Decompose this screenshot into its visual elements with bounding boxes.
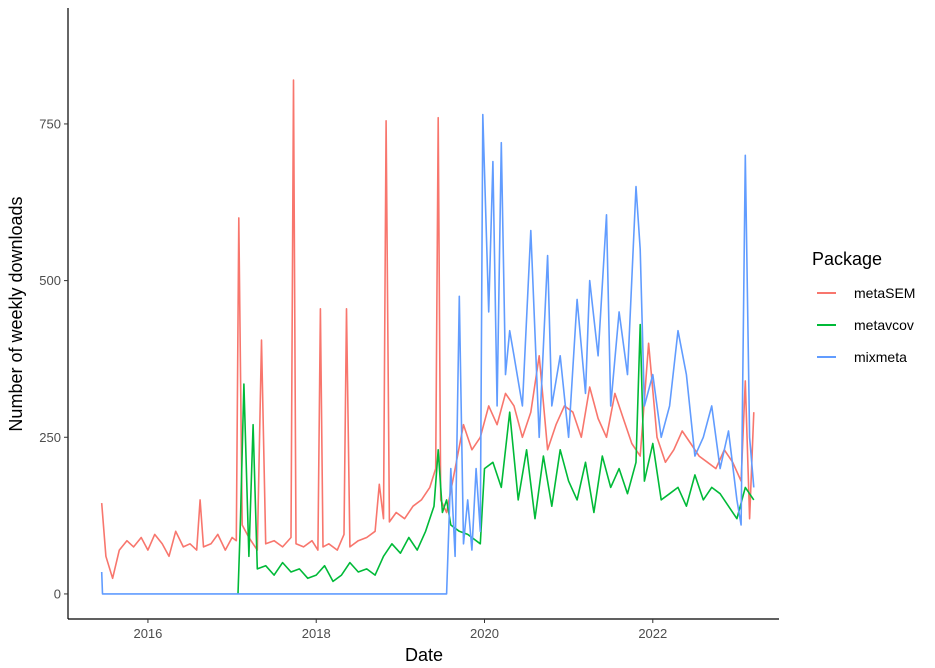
y-ticks: 0 250 500 750 <box>39 116 68 601</box>
x-tick-label: 2018 <box>302 626 331 641</box>
y-tick-label: 0 <box>54 586 61 601</box>
x-tick-label: 2022 <box>638 626 667 641</box>
x-tick-label: 2020 <box>470 626 499 641</box>
legend: Package metaSEM metavcov mixmeta <box>812 249 915 365</box>
x-ticks: 2016 2018 2020 2022 <box>133 619 667 641</box>
y-tick-label: 500 <box>39 273 61 288</box>
series-layer <box>100 79 755 595</box>
x-tick-label: 2016 <box>133 626 162 641</box>
legend-label-mixmeta: mixmeta <box>854 349 907 365</box>
y-axis-title: Number of weekly downloads <box>6 196 26 431</box>
y-tick-label: 250 <box>39 430 61 445</box>
legend-label-metavcov: metavcov <box>854 317 914 333</box>
series-line-metasem <box>100 79 755 580</box>
legend-label-metasem: metaSEM <box>854 285 915 301</box>
series-line-mixmeta <box>100 113 755 595</box>
legend-title: Package <box>812 249 882 269</box>
x-axis-title: Date <box>405 645 443 665</box>
series-line-metavcov <box>237 323 755 594</box>
y-tick-label: 750 <box>39 116 61 131</box>
